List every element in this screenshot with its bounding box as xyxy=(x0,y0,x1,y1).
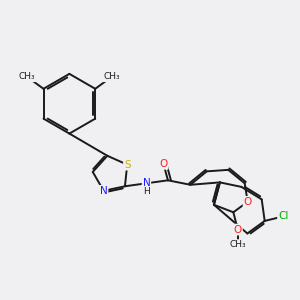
Text: CH₃: CH₃ xyxy=(230,240,246,249)
Text: O: O xyxy=(234,225,242,235)
Text: CH₃: CH₃ xyxy=(19,72,35,81)
Text: O: O xyxy=(159,159,168,169)
Text: N: N xyxy=(142,178,150,188)
Text: Cl: Cl xyxy=(278,212,288,221)
Text: S: S xyxy=(124,160,130,170)
Text: O: O xyxy=(244,197,252,207)
Text: CH₃: CH₃ xyxy=(103,72,120,81)
Text: N: N xyxy=(100,186,107,196)
Text: H: H xyxy=(143,187,150,196)
